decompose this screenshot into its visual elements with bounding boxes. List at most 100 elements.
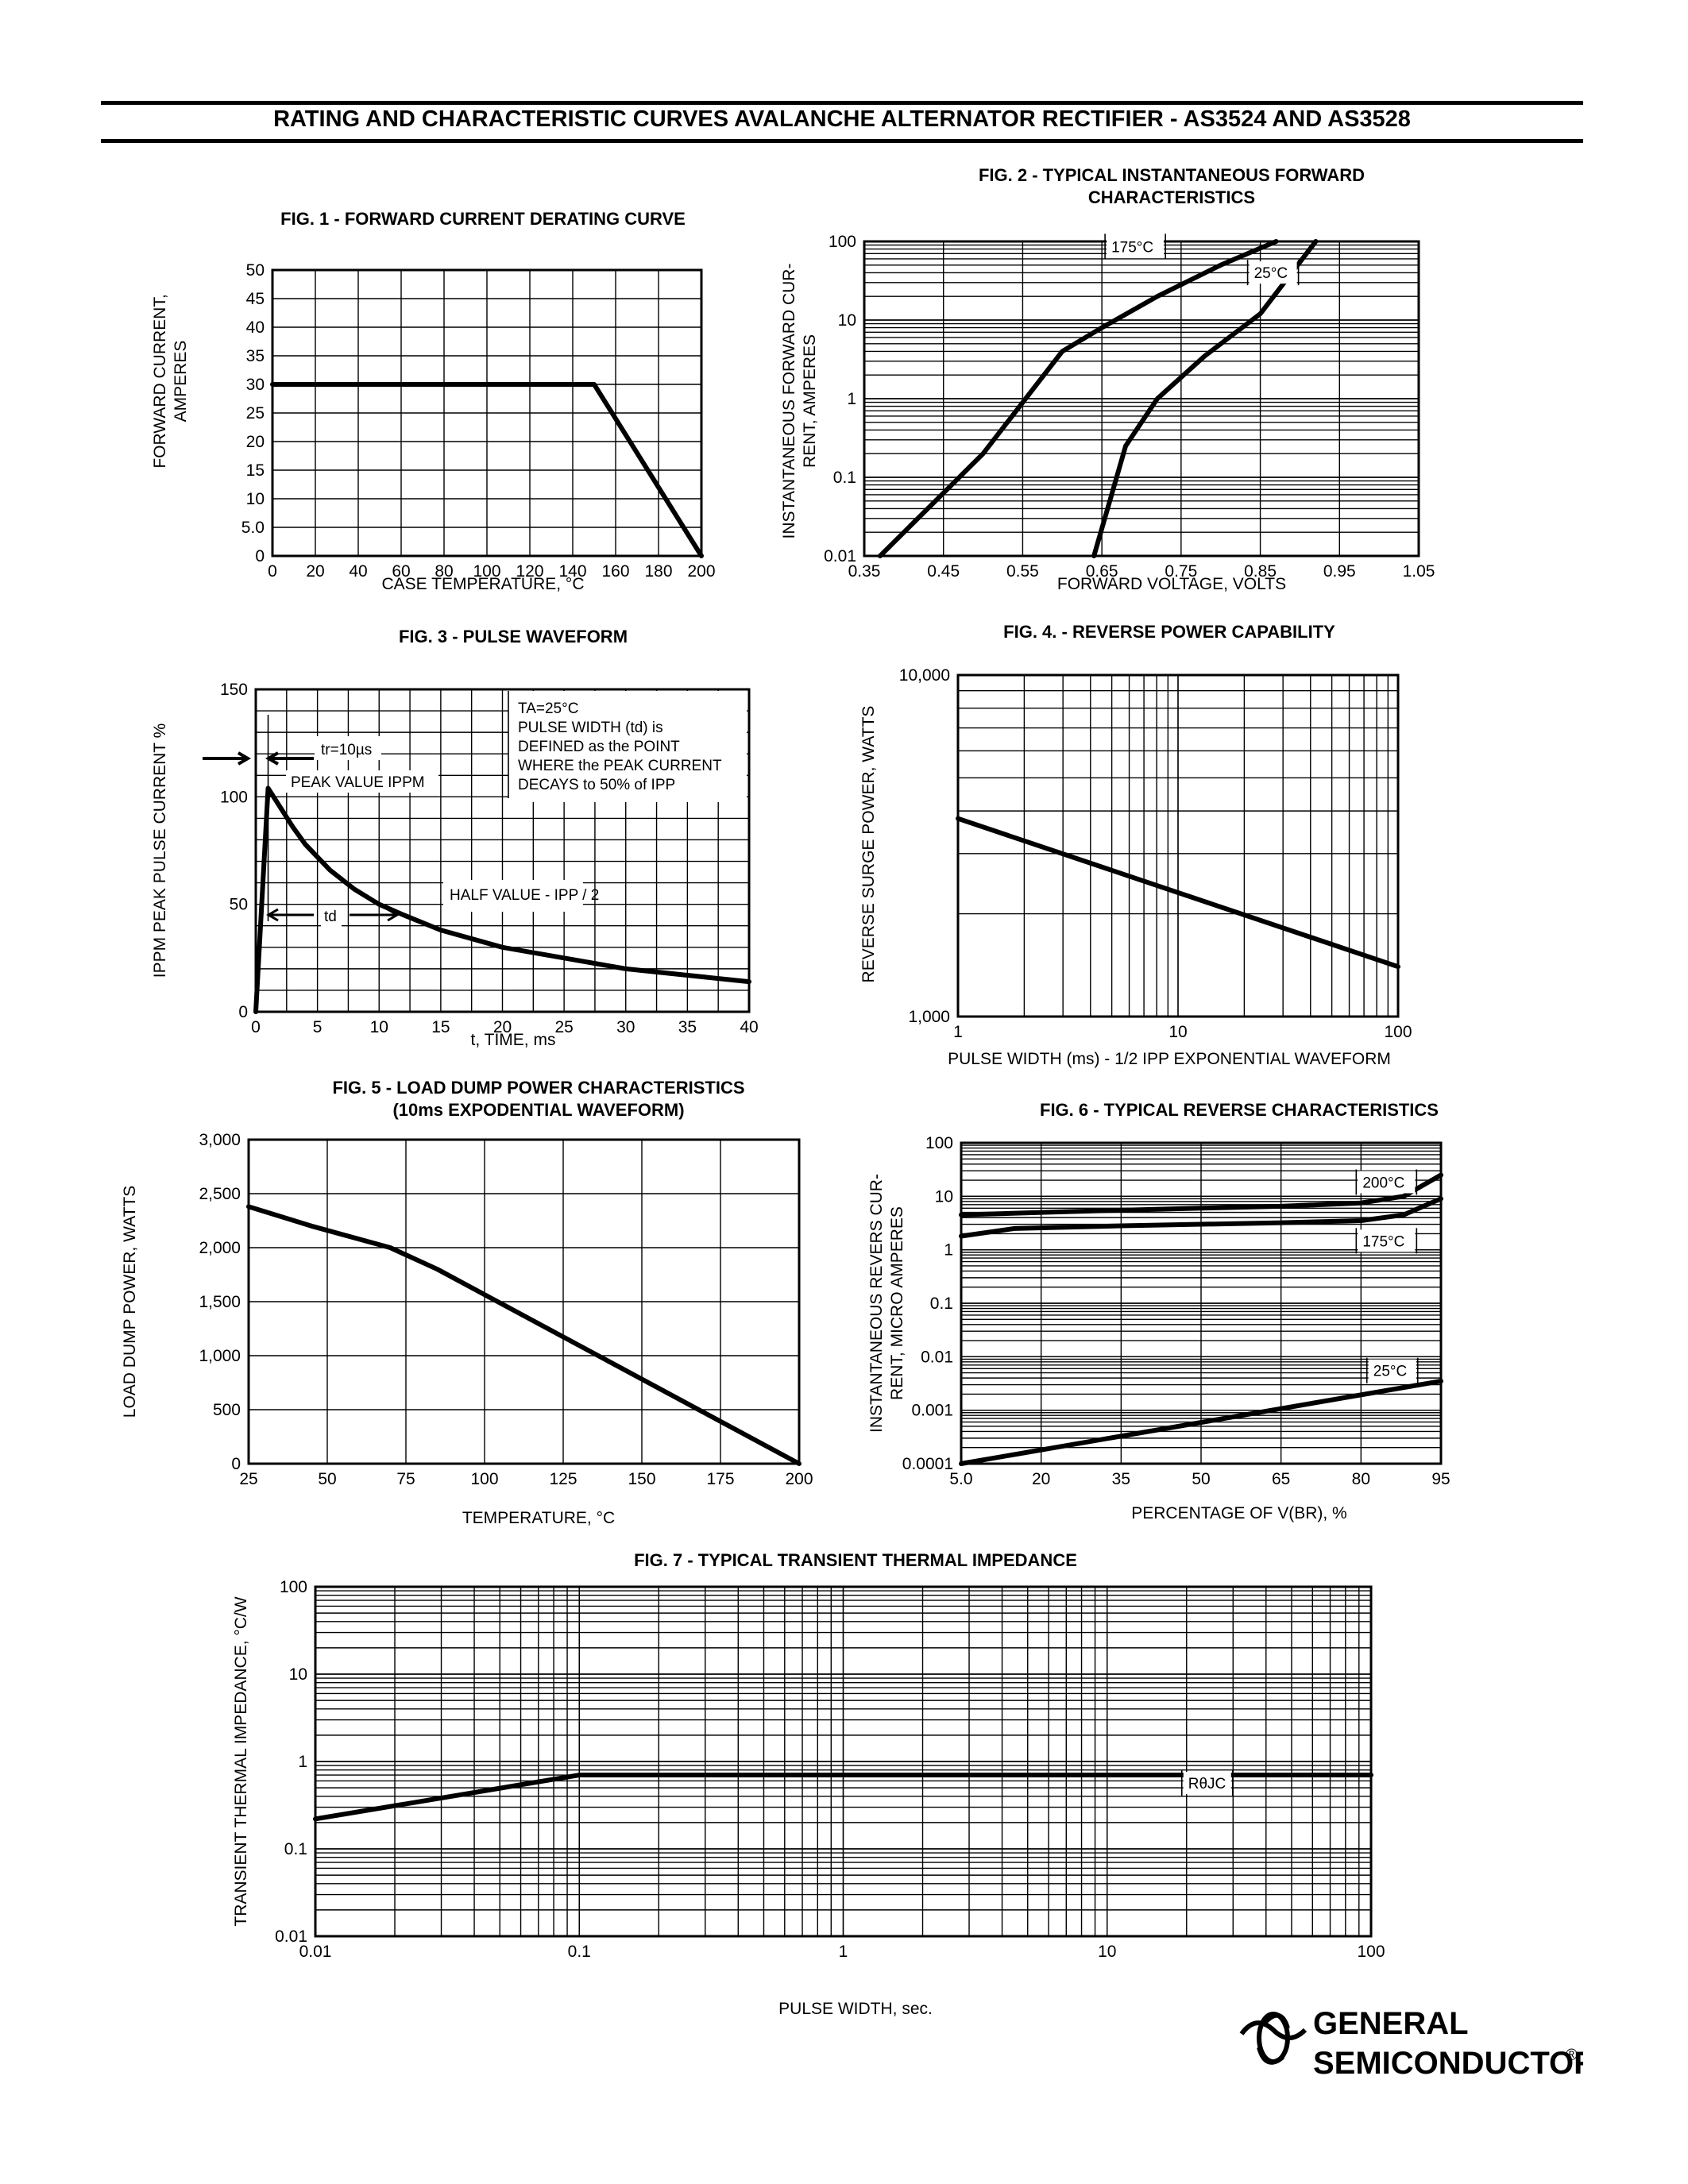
series-annotation: 25°C <box>1373 1364 1407 1380</box>
fig7: FIG. 7 - TYPICAL TRANSIENT THERMAL IMPED… <box>232 1550 1385 2018</box>
y-tick-label: 1 <box>944 1241 953 1260</box>
y-tick-label: 0 <box>238 1003 248 1021</box>
x-tick-label: 200 <box>785 1470 813 1488</box>
y-tick-label: 100 <box>280 1578 307 1596</box>
x-tick-label: 1 <box>953 1023 963 1041</box>
data-point <box>593 384 595 385</box>
fig5-title-line2: (10ms EXPODENTIAL WAVEFORM) <box>392 1100 684 1120</box>
x-tick-label: 50 <box>1192 1470 1210 1488</box>
data-point <box>440 929 442 931</box>
data-point <box>255 1011 257 1013</box>
data-point <box>1276 241 1277 242</box>
data-point <box>1220 264 1222 266</box>
y-tick-label: 10,000 <box>899 666 950 685</box>
x-tick-label: 180 <box>644 562 672 581</box>
annotation-bg <box>1249 261 1297 284</box>
x-tick-label: 10 <box>370 1018 388 1036</box>
fig3-notes-bg <box>508 691 747 802</box>
fig3-xlabel: t, TIME, ms <box>471 1031 556 1049</box>
data-point <box>1204 355 1206 357</box>
data-point <box>578 1774 580 1776</box>
fig3-note-line: WHERE the PEAK CURRENT <box>518 758 722 774</box>
arrow-left-icon <box>265 751 314 766</box>
fig7-frame <box>314 1585 1373 1938</box>
fig5: FIG. 5 - LOAD DUMP POWER CHARACTERISTICS… <box>121 1078 813 1527</box>
series-annotation: 25°C <box>1254 265 1288 282</box>
fig1-title: FIG. 1 - FORWARD CURRENT DERATING CURVE <box>280 209 686 229</box>
x-tick-label: 0.1 <box>568 1943 591 1961</box>
company-logo: GENERAL SEMICONDUCTOR ® <box>1234 1998 1597 2086</box>
y-tick-label: 1,500 <box>199 1293 241 1311</box>
fig2-title-line2: CHARACTERISTICS <box>1088 187 1255 207</box>
y-tick-label: 0 <box>255 547 265 565</box>
fig5-grid <box>248 1139 800 1464</box>
fig4: FIG. 4. - REVERSE POWER CAPABILITY 1 10 100… <box>859 622 1412 1068</box>
title-rule <box>101 139 1583 143</box>
y-tick-label: 500 <box>213 1401 241 1419</box>
data-point <box>1200 1224 1202 1225</box>
data-point <box>437 1268 438 1270</box>
x-tick-label: 100 <box>473 562 500 581</box>
x-tick-label: 10 <box>1168 1023 1187 1041</box>
x-tick-label: 20 <box>493 1018 512 1036</box>
fig3-frame <box>254 688 751 1013</box>
fig3-ylabel: IPPM PEAK PULSE CURRENT % <box>151 723 169 978</box>
x-tick-label: 20 <box>306 562 324 581</box>
data-point <box>317 856 319 858</box>
x-tick-label: 1.05 <box>1403 562 1435 581</box>
x-tick-label: 0 <box>268 562 277 581</box>
logo-registered: ® <box>1566 2047 1578 2064</box>
x-tick-label: 35 <box>678 1018 697 1036</box>
data-point <box>378 904 380 905</box>
x-tick-label: 150 <box>628 1470 655 1488</box>
x-tick-label: 0.75 <box>1165 562 1197 581</box>
x-tick-label: 35 <box>1112 1470 1130 1488</box>
y-tick-label: 10 <box>935 1187 953 1206</box>
x-tick-label: 100 <box>1384 1023 1412 1041</box>
data-point <box>272 384 273 385</box>
fig6-ylabel-line1: INSTANTANEOUS REVERS CUR- <box>867 1174 886 1433</box>
logo-line2: SEMICONDUCTOR <box>1313 2046 1583 2081</box>
data-point <box>311 1225 312 1227</box>
x-tick-label: 0.45 <box>927 562 960 581</box>
top-rule <box>101 101 1583 105</box>
annotation-bg <box>1368 1359 1416 1382</box>
y-tick-label: 25 <box>246 404 265 423</box>
fig6-grid <box>960 1142 1442 1464</box>
tr-label-bg <box>315 736 381 760</box>
y-tick-label: 35 <box>246 347 265 365</box>
y-tick-label: 100 <box>925 1134 953 1152</box>
x-tick-label: 40 <box>349 562 367 581</box>
y-tick-label: 0.1 <box>930 1295 953 1313</box>
fig2-grid <box>863 241 1420 557</box>
fig2-xlabel: FORWARD VOLTAGE, VOLTS <box>1057 575 1286 593</box>
x-tick-label: 65 <box>1272 1470 1290 1488</box>
fig6-ylabel-line2: RENT, MICRO AMPERES <box>888 1206 906 1400</box>
y-tick-label: 30 <box>246 376 265 394</box>
annotation-bg <box>1358 1229 1416 1252</box>
y-tick-label: 150 <box>220 681 248 699</box>
y-tick-label: 0.01 <box>275 1927 307 1946</box>
td-arrow-right-icon <box>350 908 400 922</box>
data-point <box>1120 1225 1122 1227</box>
x-tick-label: 0.01 <box>299 1943 332 1961</box>
y-tick-label: 0.001 <box>911 1402 953 1420</box>
y-tick-label: 3,000 <box>199 1131 241 1149</box>
fig4-series-1 <box>956 816 1400 970</box>
fig6: FIG. 6 - TYPICAL REVERSE CHARACTERISTICS… <box>867 1100 1450 1522</box>
y-tick-label: 2,000 <box>199 1239 241 1257</box>
fig5-series-1 <box>246 1204 802 1466</box>
data-point <box>1315 241 1316 242</box>
series-annotation: 175°C <box>1362 1233 1404 1250</box>
fig5-xlabel: TEMPERATURE, °C <box>462 1509 615 1527</box>
y-tick-label: 100 <box>829 233 856 251</box>
fig3-note-line: DECAYS to 50% of IPP <box>518 777 675 793</box>
x-tick-label: 0 <box>251 1018 261 1036</box>
data-point <box>686 974 688 976</box>
data-point <box>960 1214 962 1216</box>
x-tick-label: 100 <box>470 1470 498 1488</box>
fig1: FIG. 1 - FORWARD CURRENT DERATING CURVE 0… <box>151 209 716 593</box>
y-tick-label: 5.0 <box>241 519 265 537</box>
x-tick-label: 175 <box>706 1470 734 1488</box>
fig3-note-line: DEFINED as the POINT <box>518 739 680 755</box>
